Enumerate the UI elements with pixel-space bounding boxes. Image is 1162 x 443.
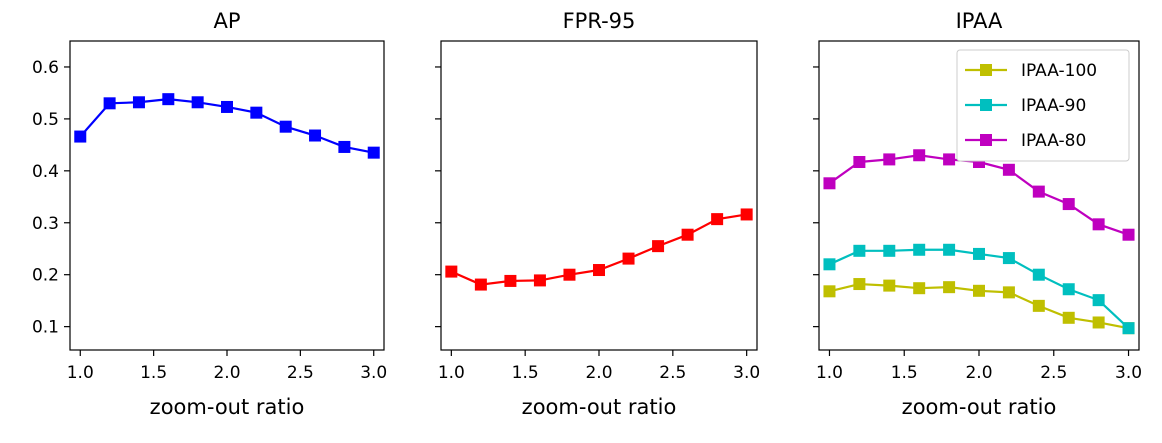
chart-title: IPAA (956, 9, 1003, 33)
data-point (1092, 218, 1105, 231)
x-tick-label: 1.5 (891, 363, 918, 383)
data-point (474, 278, 487, 291)
data-point (563, 268, 576, 281)
plot-frame (440, 40, 758, 351)
data-point (681, 228, 694, 241)
data-point (913, 282, 926, 295)
x-tick-label: 2.0 (965, 363, 992, 383)
legend-label: IPAA-90 (1021, 96, 1086, 116)
data-point (883, 153, 896, 166)
chart-title: FPR-95 (563, 9, 636, 33)
data-point (652, 240, 665, 253)
x-tick-label: 3.0 (360, 363, 387, 383)
data-point (740, 208, 753, 221)
chart-title: AP (213, 9, 240, 33)
data-point (221, 100, 233, 113)
data-point (711, 213, 724, 226)
legend-marker (980, 64, 992, 76)
x-tick-label: 2.0 (585, 363, 612, 383)
legend-marker (980, 134, 992, 146)
data-point (1122, 322, 1135, 335)
x-tick-label: 1.5 (512, 363, 539, 383)
legend-label: IPAA-80 (1021, 131, 1086, 151)
y-tick-label: 0.6 (32, 58, 59, 78)
data-point (943, 281, 956, 294)
data-point (1032, 185, 1045, 198)
data-point (1002, 286, 1015, 299)
x-tick-label: 1.0 (816, 363, 843, 383)
data-point (913, 243, 926, 256)
x-axis-label: zoom-out ratio (902, 395, 1057, 419)
data-point (309, 129, 322, 142)
chart-panel-3: IPAA 1.0 1.5 2.0 2.5 3.0 zoom-out ratio IPAA-10… (813, 9, 1142, 419)
data-point (1092, 294, 1105, 307)
data-point (279, 120, 292, 133)
y-tick-label: 0.2 (32, 266, 59, 286)
data-point (883, 279, 896, 292)
legend-box (956, 49, 1130, 162)
data-point (250, 106, 263, 119)
data-point (162, 93, 175, 106)
data-point (367, 146, 380, 159)
data-point (1122, 228, 1135, 241)
x-tick-label: 1.0 (438, 363, 465, 383)
data-point (1002, 252, 1015, 265)
legend-marker (980, 99, 992, 111)
data-point (445, 265, 458, 278)
x-tick-label: 2.5 (1040, 363, 1067, 383)
data-point (943, 153, 956, 166)
legend-label: IPAA-100 (1021, 61, 1097, 81)
y-tick-label: 0.1 (32, 318, 59, 338)
x-tick-label: 2.0 (213, 363, 240, 383)
data-point (973, 247, 985, 260)
data-point (1032, 268, 1045, 281)
data-point (1032, 299, 1045, 312)
chart-panel-2: FPR-95 1.0 1.5 2.0 2.5 3.0 zoom-out ratio (435, 9, 760, 419)
data-point (1092, 316, 1105, 329)
data-point (593, 264, 605, 277)
x-tick-label: 3.0 (1115, 363, 1142, 383)
data-point (1062, 198, 1075, 211)
y-tick-label: 0.4 (32, 162, 59, 182)
data-point (103, 97, 116, 110)
data-point (132, 96, 145, 109)
legend: IPAA-100 IPAA-90 IPAA-80 (956, 49, 1130, 162)
x-tick-label: 2.5 (659, 363, 686, 383)
data-point (338, 140, 351, 153)
data-point (191, 96, 204, 109)
x-tick-label: 3.0 (733, 363, 760, 383)
data-point (943, 243, 956, 256)
x-axis-label: zoom-out ratio (522, 395, 677, 419)
y-tick-label: 0.3 (32, 214, 59, 234)
data-point (853, 244, 866, 257)
data-point (1062, 311, 1075, 324)
x-tick-label: 1.5 (140, 363, 167, 383)
x-axis-label: zoom-out ratio (150, 395, 305, 419)
data-point (823, 177, 836, 190)
x-tick-label: 2.5 (287, 363, 314, 383)
data-point (1002, 163, 1015, 176)
x-tick-label: 1.0 (67, 363, 94, 383)
chart-panel-1: AP 1.0 1.5 2.0 2.5 3.0 0.1 0.2 0.3 0.4 0.5 0.6 zoom-… (32, 9, 387, 419)
data-point (913, 149, 926, 162)
data-point (823, 258, 836, 271)
data-point (533, 274, 546, 287)
data-point (1062, 283, 1075, 296)
data-point (853, 278, 866, 291)
data-point (883, 244, 896, 257)
data-point (504, 274, 517, 287)
data-point (74, 130, 87, 143)
plot-frame (69, 40, 385, 351)
data-point (853, 156, 866, 169)
data-point (973, 284, 985, 297)
data-point (823, 285, 836, 298)
data-point (622, 252, 635, 265)
y-tick-label: 0.5 (32, 110, 59, 130)
